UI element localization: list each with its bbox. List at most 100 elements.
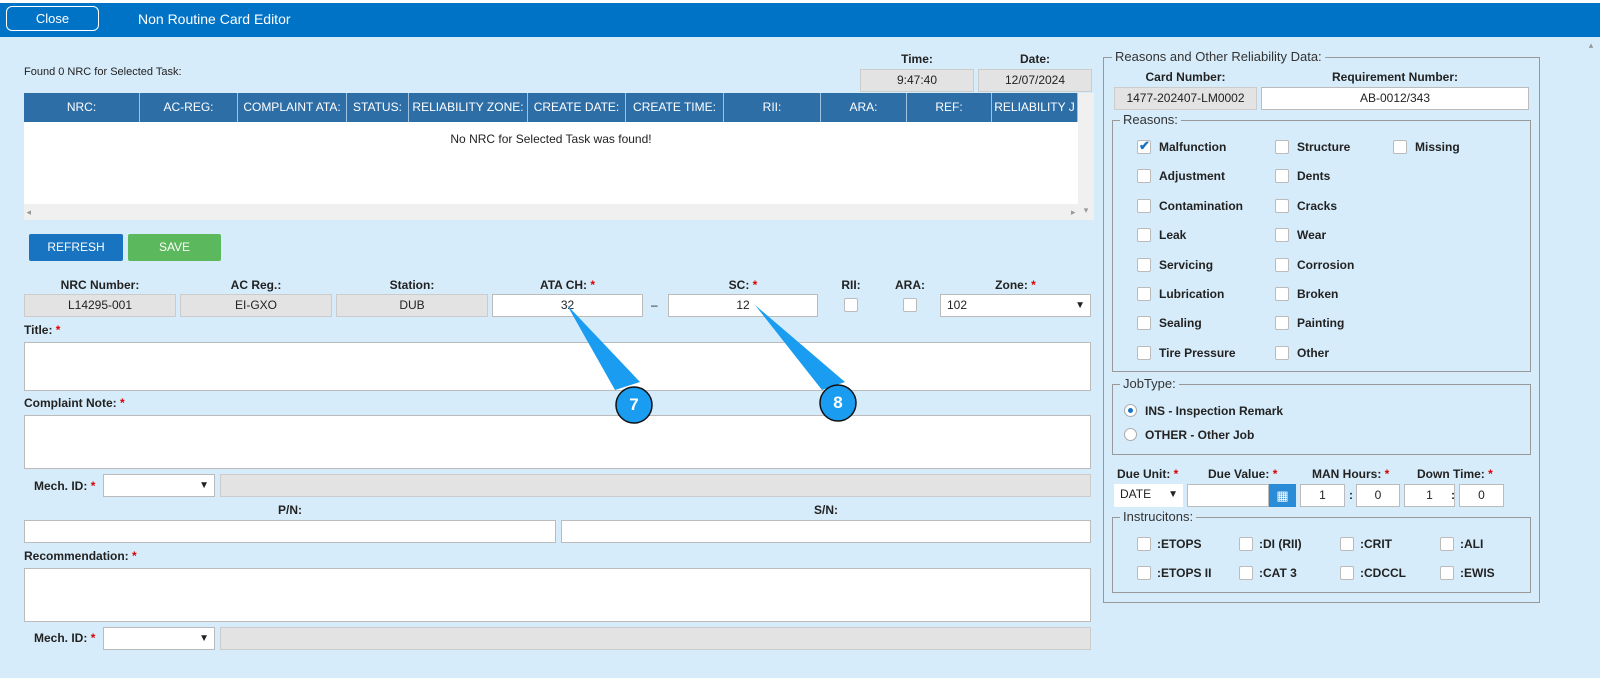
reason-checkbox[interactable] — [1275, 199, 1289, 213]
ara-checkbox[interactable] — [903, 298, 917, 312]
mech-id-select[interactable]: ▼ — [103, 474, 215, 497]
reason-checkbox[interactable] — [1137, 287, 1151, 301]
column-header[interactable]: RELIABILITY J — [992, 93, 1078, 122]
reason-checkbox[interactable] — [1275, 140, 1289, 154]
instruction-checkbox[interactable] — [1440, 537, 1454, 551]
sc-input[interactable]: 12 — [668, 294, 818, 317]
close-button[interactable]: Close — [6, 6, 99, 31]
radio-other-label: OTHER - Other Job — [1145, 428, 1255, 442]
column-header[interactable]: AC-REG: — [140, 93, 238, 122]
due-unit-select[interactable]: DATE ▼ — [1114, 484, 1183, 507]
reason-label: Lubrication — [1159, 287, 1225, 301]
radio-ins[interactable] — [1124, 404, 1137, 417]
instruction-checkbox[interactable] — [1440, 566, 1454, 580]
callout-8-badge — [819, 384, 857, 422]
reason-checkbox[interactable] — [1275, 169, 1289, 183]
reason-checkbox[interactable] — [1137, 199, 1151, 213]
reason-checkbox[interactable] — [1393, 140, 1407, 154]
column-header[interactable]: COMPLAINT ATA: — [238, 93, 347, 122]
instruction-label: :CAT 3 — [1259, 566, 1297, 580]
title-input[interactable] — [24, 342, 1091, 391]
complaint-note-input[interactable] — [24, 415, 1091, 469]
reason-label: Cracks — [1297, 199, 1338, 213]
rii-label: RII: — [841, 278, 861, 292]
found-text: Found 0 NRC for Selected Task: — [24, 66, 182, 78]
reason-checkbox[interactable] — [1137, 169, 1151, 183]
dash-separator: – — [651, 298, 658, 312]
zone-label: Zone: * — [995, 278, 1036, 292]
column-header[interactable]: NRC: — [24, 93, 140, 122]
jobtype-fieldset — [1112, 384, 1531, 455]
due-unit-label: Due Unit: * — [1117, 467, 1179, 481]
mech-id-select-2[interactable]: ▼ — [103, 627, 215, 650]
instruction-checkbox[interactable] — [1340, 566, 1354, 580]
reason-label: Tire Pressure — [1159, 346, 1236, 360]
card-number-label: Card Number: — [1145, 70, 1226, 84]
column-header[interactable]: RELIABILITY ZONE: — [409, 93, 528, 122]
reason-checkbox[interactable] — [1137, 258, 1151, 272]
calendar-icon[interactable]: ▦ — [1269, 484, 1296, 507]
chevron-down-icon: ▼ — [199, 480, 209, 491]
column-header[interactable]: CREATE TIME: — [626, 93, 724, 122]
radio-other[interactable] — [1124, 428, 1137, 441]
page-scrollbar[interactable]: ▴ — [1588, 40, 1594, 50]
reason-checkbox[interactable] — [1137, 346, 1151, 360]
chevron-down-icon: ▼ — [199, 633, 209, 644]
instruction-checkbox[interactable] — [1137, 537, 1151, 551]
reason-checkbox[interactable] — [1275, 287, 1289, 301]
reason-checkbox[interactable] — [1275, 258, 1289, 272]
column-header[interactable]: CREATE DATE: — [528, 93, 626, 122]
instruction-checkbox[interactable] — [1239, 537, 1253, 551]
reason-label: Wear — [1297, 228, 1327, 242]
reason-checkbox[interactable]: ✔ — [1137, 138, 1151, 154]
mech-id-label-2: Mech. ID: * — [34, 631, 96, 645]
sn-input[interactable] — [561, 520, 1091, 543]
reason-checkbox[interactable] — [1275, 228, 1289, 242]
refresh-button[interactable]: REFRESH — [29, 234, 123, 261]
pn-input[interactable] — [24, 520, 556, 543]
jobtype-legend: JobType: — [1120, 376, 1179, 391]
colon: : — [1349, 488, 1353, 502]
reason-checkbox[interactable] — [1137, 228, 1151, 242]
column-header[interactable]: STATUS: — [347, 93, 409, 122]
instruction-label: :ETOPS — [1157, 537, 1202, 551]
reasons-fieldset — [1112, 120, 1531, 372]
column-header[interactable]: REF: — [907, 93, 992, 122]
reason-checkbox[interactable] — [1275, 316, 1289, 330]
requirement-number-input[interactable]: AB-0012/343 — [1261, 87, 1529, 110]
instructions-legend: Instrucitons: — [1120, 509, 1197, 524]
due-value-input[interactable] — [1187, 484, 1269, 507]
zone-select[interactable]: 102 ▼ — [940, 294, 1091, 317]
empty-message: No NRC for Selected Task was found! — [450, 132, 652, 146]
reason-label: Missing — [1415, 140, 1460, 154]
rii-checkbox[interactable] — [844, 298, 858, 312]
instruction-checkbox[interactable] — [1239, 566, 1253, 580]
ata-ch-input[interactable]: 32 — [492, 294, 643, 317]
horizontal-scrollbar[interactable]: ◂ ▸ — [24, 204, 1078, 220]
reason-label: Leak — [1159, 228, 1187, 242]
man-hours-m-input[interactable]: 0 — [1356, 484, 1400, 507]
reason-checkbox[interactable] — [1275, 346, 1289, 360]
card-number-field: 1477-202407-LM0002 — [1114, 87, 1257, 110]
recommendation-input[interactable] — [24, 568, 1091, 622]
down-time-h-input[interactable]: 1 — [1404, 484, 1455, 507]
man-hours-h-input[interactable]: 1 — [1300, 484, 1345, 507]
reason-label: Structure — [1297, 140, 1351, 154]
column-header[interactable]: RII: — [724, 93, 821, 122]
vertical-scrollbar[interactable]: ▾ — [1078, 93, 1094, 220]
down-time-m-input[interactable]: 0 — [1459, 484, 1504, 507]
ac-reg-label: AC Reg.: — [230, 278, 282, 292]
instruction-checkbox[interactable] — [1340, 537, 1354, 551]
instruction-checkbox[interactable] — [1137, 566, 1151, 580]
save-button[interactable]: SAVE — [128, 234, 221, 261]
reason-label: Contamination — [1159, 199, 1243, 213]
instruction-label: :DI (RII) — [1259, 537, 1302, 551]
column-header[interactable]: ARA: — [821, 93, 907, 122]
chevron-down-icon: ▼ — [1075, 300, 1085, 311]
time-field: 9:47:40 — [860, 69, 974, 92]
man-hours-label: MAN Hours: * — [1312, 467, 1390, 481]
reason-checkbox[interactable] — [1137, 316, 1151, 330]
reason-label: Malfunction — [1159, 140, 1227, 154]
reason-label: Servicing — [1159, 258, 1214, 272]
